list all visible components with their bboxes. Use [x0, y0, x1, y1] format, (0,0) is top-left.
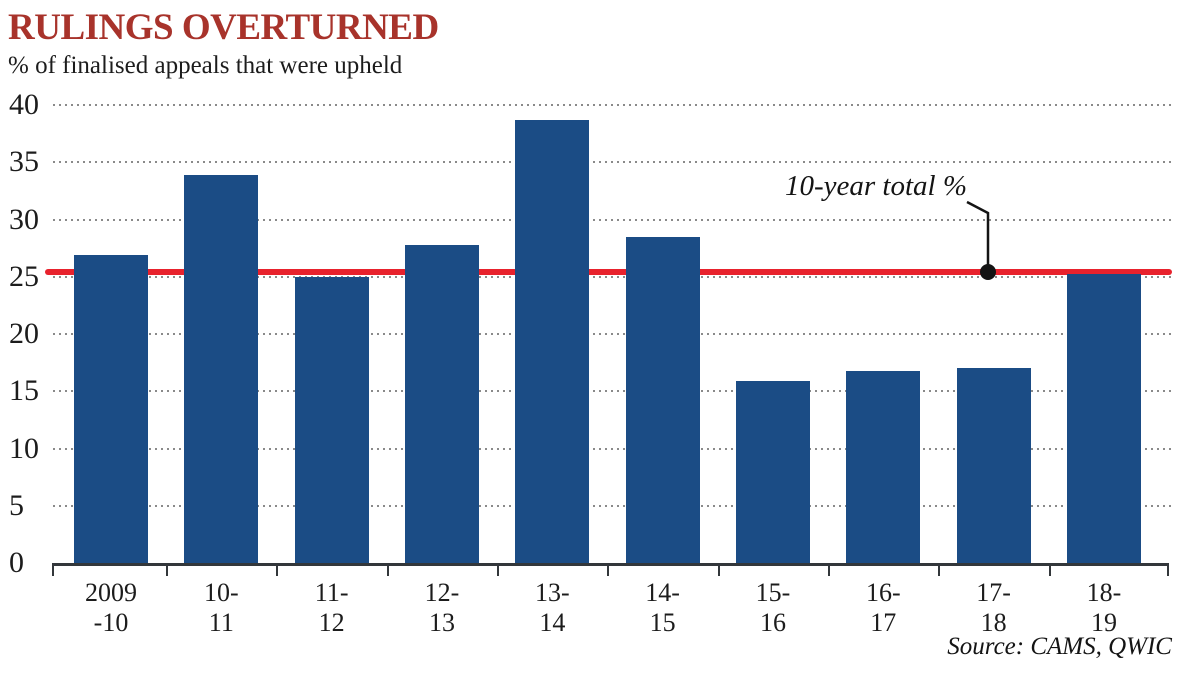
x-axis-label-1213: 12- 13: [424, 578, 460, 637]
gridline-30: [53, 218, 1172, 221]
x-axis-tick-8: [938, 563, 941, 576]
x-axis-tick-7: [827, 563, 830, 576]
gridline-5: [53, 504, 1172, 507]
gridline-25: [53, 275, 1172, 278]
x-axis-tick-2: [276, 563, 279, 576]
x-axis-tick-4: [496, 563, 499, 576]
x-axis-line: [52, 563, 1169, 566]
x-axis-label-1314: 13- 14: [534, 578, 570, 637]
gridline-40: [53, 104, 1172, 106]
bar-1112: [294, 276, 369, 563]
x-axis-label-1516: 15- 16: [755, 578, 791, 637]
gridline-15: [53, 390, 1172, 393]
x-axis-label-1415: 14- 15: [645, 578, 680, 637]
annotation-callout-icon: [966, 200, 996, 280]
y-axis-label-0: 0: [9, 546, 24, 579]
chart-title: RULINGS OVERTURNED: [8, 7, 439, 48]
gridline-35: [53, 161, 1172, 164]
x-axis-label-1617: 16- 17: [865, 578, 901, 637]
x-axis-end-tick: [1167, 563, 1169, 576]
x-axis-tick-3: [386, 563, 389, 576]
reference-line-label: 10-year total %: [784, 170, 967, 202]
x-axis-label-1819: 18- 19: [1086, 578, 1122, 637]
bar-1213: [404, 244, 479, 563]
gridline-10: [53, 447, 1172, 450]
x-axis-tick-5: [607, 563, 610, 576]
bar-1718: [956, 368, 1031, 563]
bar-1415: [625, 236, 700, 563]
x-axis-label-1718: 17- 18: [976, 578, 1011, 637]
chart-subtitle: % of finalised appeals that were upheld: [8, 52, 403, 79]
y-axis-label-40: 40: [9, 88, 39, 121]
x-axis-label-1112: 11- 12: [314, 578, 349, 637]
y-axis-label-35: 35: [9, 145, 39, 179]
x-axis-label-1011: 10- 11: [203, 578, 239, 637]
bar-1011: [184, 174, 259, 563]
source-note: Source: CAMS, QWIC: [947, 633, 1172, 660]
bar-1617: [846, 370, 921, 563]
y-axis-label-20: 20: [9, 317, 39, 350]
y-axis-label-15: 15: [9, 374, 39, 408]
reference-line: [45, 269, 1172, 276]
bar-1516: [735, 380, 810, 563]
x-axis-label-200910: 2009 -10: [85, 578, 137, 637]
x-axis-start-tick: [52, 563, 54, 576]
y-axis-label-10: 10: [9, 431, 39, 465]
x-axis-tick-9: [1048, 563, 1051, 576]
x-axis-tick-6: [717, 563, 720, 576]
y-axis-label-25: 25: [9, 259, 39, 293]
y-axis-label-30: 30: [9, 202, 39, 236]
y-axis-label-5: 5: [9, 488, 24, 522]
bar-1314: [515, 119, 590, 563]
x-axis-tick-1: [166, 563, 168, 576]
bar-200910: [74, 255, 148, 563]
bar-1819: [1066, 274, 1141, 563]
gridline-20: [53, 333, 1172, 335]
plot-area: 0 5 10 15 20 25 30 35 40 2009 -10 10- 11 11- 12 12-…: [9, 89, 1172, 637]
